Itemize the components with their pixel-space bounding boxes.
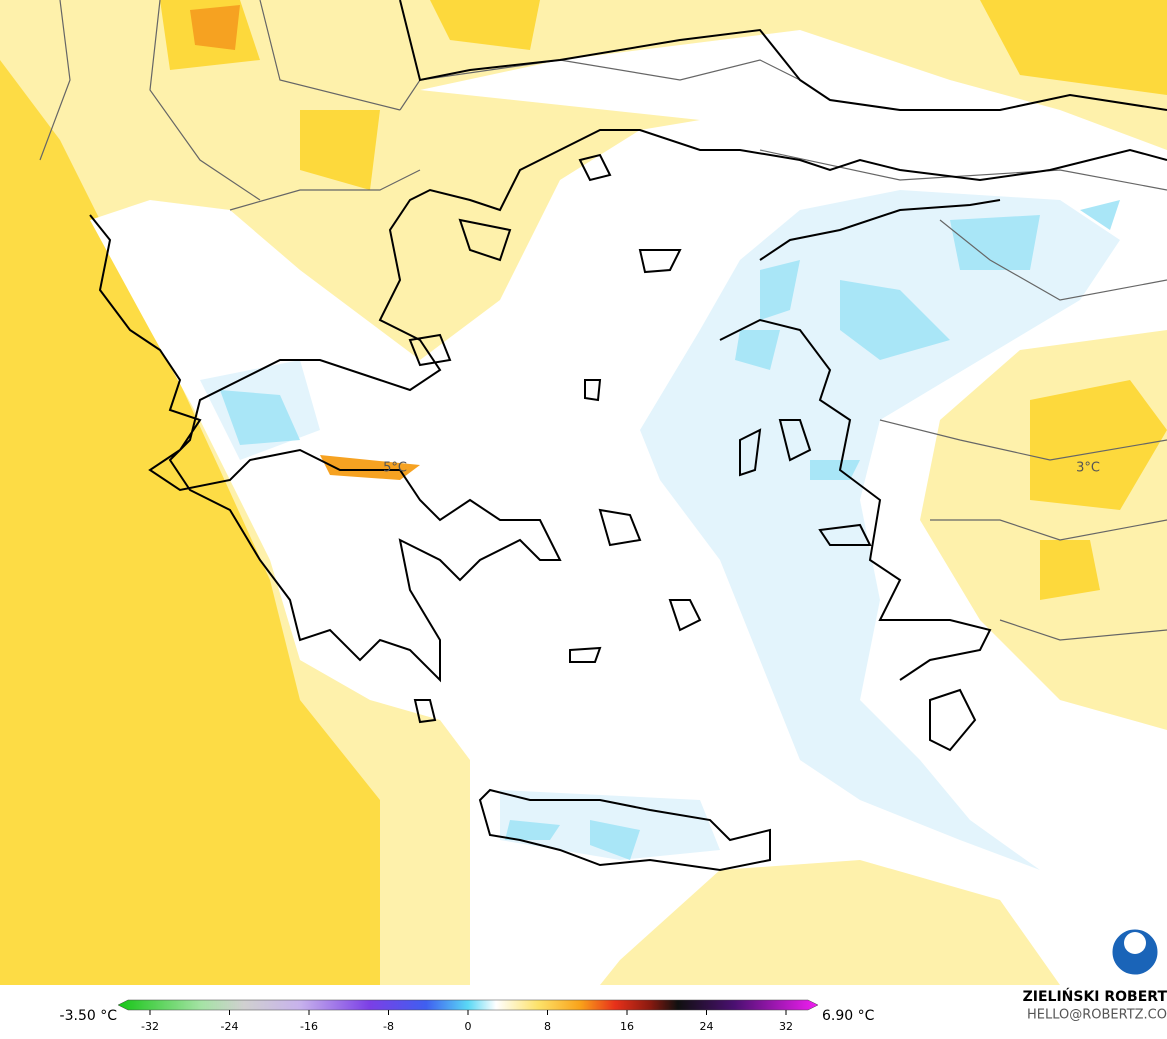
- warm-area: [160, 0, 1167, 600]
- colorbar-tick-label: -8: [383, 1020, 394, 1033]
- colorbar-tick-label: 8: [544, 1020, 551, 1033]
- credit-email: HELLO@ROBERTZ.CO: [1027, 1008, 1167, 1023]
- coastline: [89, 0, 1167, 872]
- colorbar-tick-label: 0: [465, 1020, 472, 1033]
- colorbar-min-label: -3.50 °C: [60, 1008, 118, 1024]
- warm-area: [0, 60, 380, 985]
- map-label: 5°C: [383, 461, 407, 476]
- noaa-logo: [1109, 926, 1161, 978]
- colorbar-tick-label: 24: [700, 1020, 714, 1033]
- credit-name: ZIELIŃSKI ROBERT: [1023, 987, 1167, 1005]
- colorbar: [117, 999, 819, 1011]
- map-label: 3°C: [1076, 461, 1100, 476]
- colorbar-tick-label: -32: [141, 1020, 159, 1033]
- cool-area: [200, 190, 1120, 870]
- colorbar-tick-label: -24: [221, 1020, 239, 1033]
- colorbar-max-label: 6.90 °C: [822, 1008, 875, 1024]
- cold-area: [220, 200, 1120, 860]
- colorbar-tick-label: 32: [779, 1020, 793, 1033]
- colorbar-tick-label: -16: [300, 1020, 318, 1033]
- map: 5°C 3°C: [0, 0, 1167, 985]
- colorbar-tick-label: 16: [620, 1020, 634, 1033]
- borders: [39, 0, 1167, 641]
